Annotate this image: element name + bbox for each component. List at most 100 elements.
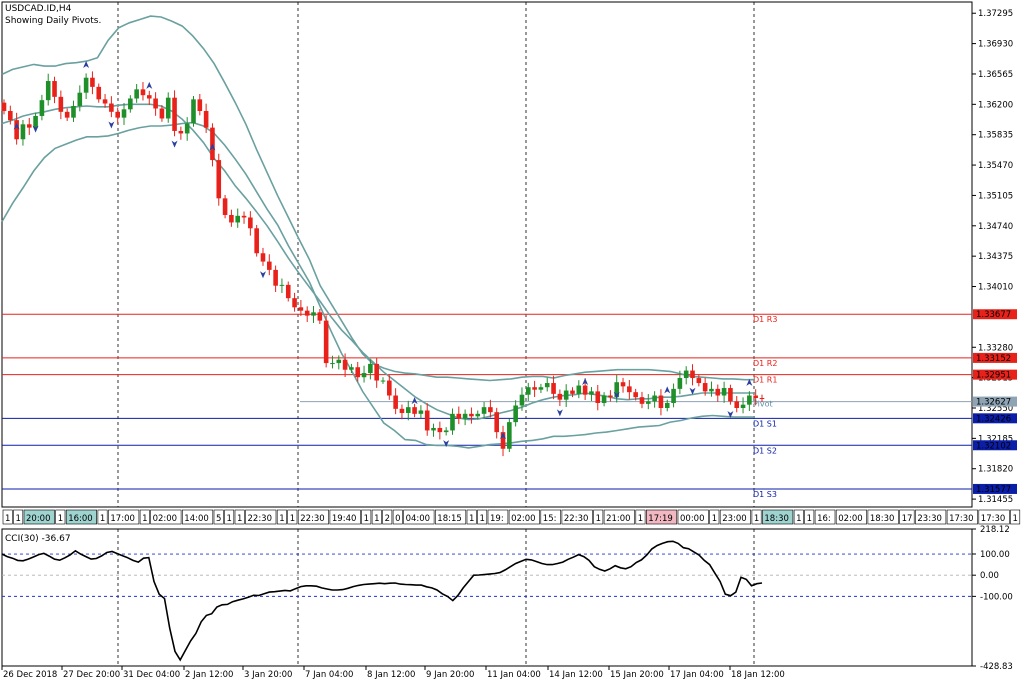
candle	[507, 418, 512, 453]
period-label-box	[55, 509, 66, 525]
period-label-box	[2, 509, 13, 525]
candle-body	[311, 312, 316, 316]
candle	[361, 365, 367, 383]
y-tick-label: 1.36565	[978, 70, 1013, 80]
y-tick-label: 1.34375	[978, 252, 1013, 262]
y-tick-label: 1.35470	[978, 161, 1013, 171]
candle-body	[544, 383, 550, 388]
y-tick-label: 1.37295	[978, 9, 1013, 19]
candle-body	[52, 81, 57, 97]
candle	[532, 380, 537, 398]
candle	[715, 384, 721, 402]
x-tick-label: 26 Dec 2018	[3, 670, 57, 680]
candle	[222, 195, 228, 219]
candle-body	[317, 312, 323, 321]
candle-body	[614, 382, 620, 398]
candle	[380, 377, 386, 384]
period-label: 1	[16, 514, 21, 524]
candle	[431, 423, 436, 437]
period-label-box	[213, 509, 224, 525]
candle	[153, 92, 158, 116]
candle-body	[608, 395, 613, 398]
period-label-box	[287, 509, 298, 525]
candle	[652, 391, 657, 408]
period-label: 17:19	[648, 514, 673, 524]
candle	[753, 389, 758, 406]
candle-body	[740, 404, 746, 408]
candle-body	[90, 77, 95, 87]
candle-body	[20, 124, 26, 140]
y-tick-label: 1.36930	[978, 40, 1013, 50]
candle-body	[753, 395, 758, 399]
candle	[589, 387, 594, 402]
candle-body	[494, 412, 499, 433]
candle	[336, 355, 342, 370]
candle	[159, 105, 165, 122]
period-label: 02:00	[838, 514, 863, 524]
period-label-box	[361, 509, 372, 525]
candle-body	[671, 388, 676, 404]
y-tick-label: 1.31455	[978, 495, 1013, 505]
candle-body	[620, 382, 626, 387]
candle-body	[248, 217, 253, 229]
period-label-box	[487, 509, 509, 525]
candle-body	[146, 95, 152, 99]
candle-body	[216, 160, 222, 199]
period-label-box	[466, 509, 477, 525]
x-tick-label: 18 Jan 12:00	[731, 670, 785, 680]
candle	[279, 278, 285, 294]
period-label-box	[276, 509, 287, 525]
candle	[494, 407, 499, 439]
candle	[184, 117, 190, 141]
candle-body	[424, 410, 430, 431]
candle	[759, 394, 765, 403]
candle-body	[532, 387, 537, 390]
candle	[633, 388, 638, 401]
candle-body	[178, 130, 184, 134]
candle-body	[525, 387, 531, 395]
candle-body	[405, 407, 411, 413]
period-label: 04:00	[406, 514, 431, 524]
pivot-price-label: 1.32426	[976, 414, 1011, 424]
chart-subtitle: Showing Daily Pivots.	[5, 16, 101, 26]
candle	[134, 84, 139, 103]
pivot-name-label: D1 R3	[753, 315, 777, 324]
candle	[8, 105, 13, 125]
candle-body	[551, 383, 556, 394]
period-label-box	[13, 509, 24, 525]
candle	[216, 153, 222, 206]
x-tick-label: 11 Jan 04:00	[487, 670, 541, 680]
x-tick-label: 9 Jan 20:00	[426, 670, 474, 680]
candle	[721, 381, 727, 403]
fractal-down-icon	[443, 440, 450, 448]
pivot-price-box	[973, 396, 1017, 407]
candle	[418, 405, 424, 419]
candle	[77, 85, 83, 112]
upper-bollinger-band	[1, 15, 755, 382]
x-tick-label: 15 Jan 20:00	[610, 670, 664, 680]
period-label: 1	[796, 514, 801, 524]
candle-body	[639, 397, 645, 404]
candle-body	[374, 363, 379, 381]
period-label-box	[434, 509, 467, 525]
period-label: 22:30	[248, 514, 273, 524]
candle	[702, 377, 708, 396]
candle-body	[140, 89, 146, 96]
price-frame	[1, 1, 973, 508]
period-label: 1	[638, 514, 643, 524]
candle	[260, 247, 266, 266]
period-label-box	[899, 509, 915, 525]
candle	[399, 404, 405, 420]
candle-body	[109, 103, 114, 112]
period-label-box	[224, 509, 235, 525]
period-label-box	[329, 509, 361, 525]
candle-body	[393, 395, 398, 409]
candle-body	[8, 110, 13, 121]
candle	[83, 73, 89, 100]
period-label: 0	[395, 514, 400, 524]
period-label: 1	[807, 514, 812, 524]
candle-body	[696, 378, 702, 384]
candle-body	[71, 105, 76, 118]
candle-body	[519, 394, 525, 406]
period-label: 1	[290, 514, 295, 524]
